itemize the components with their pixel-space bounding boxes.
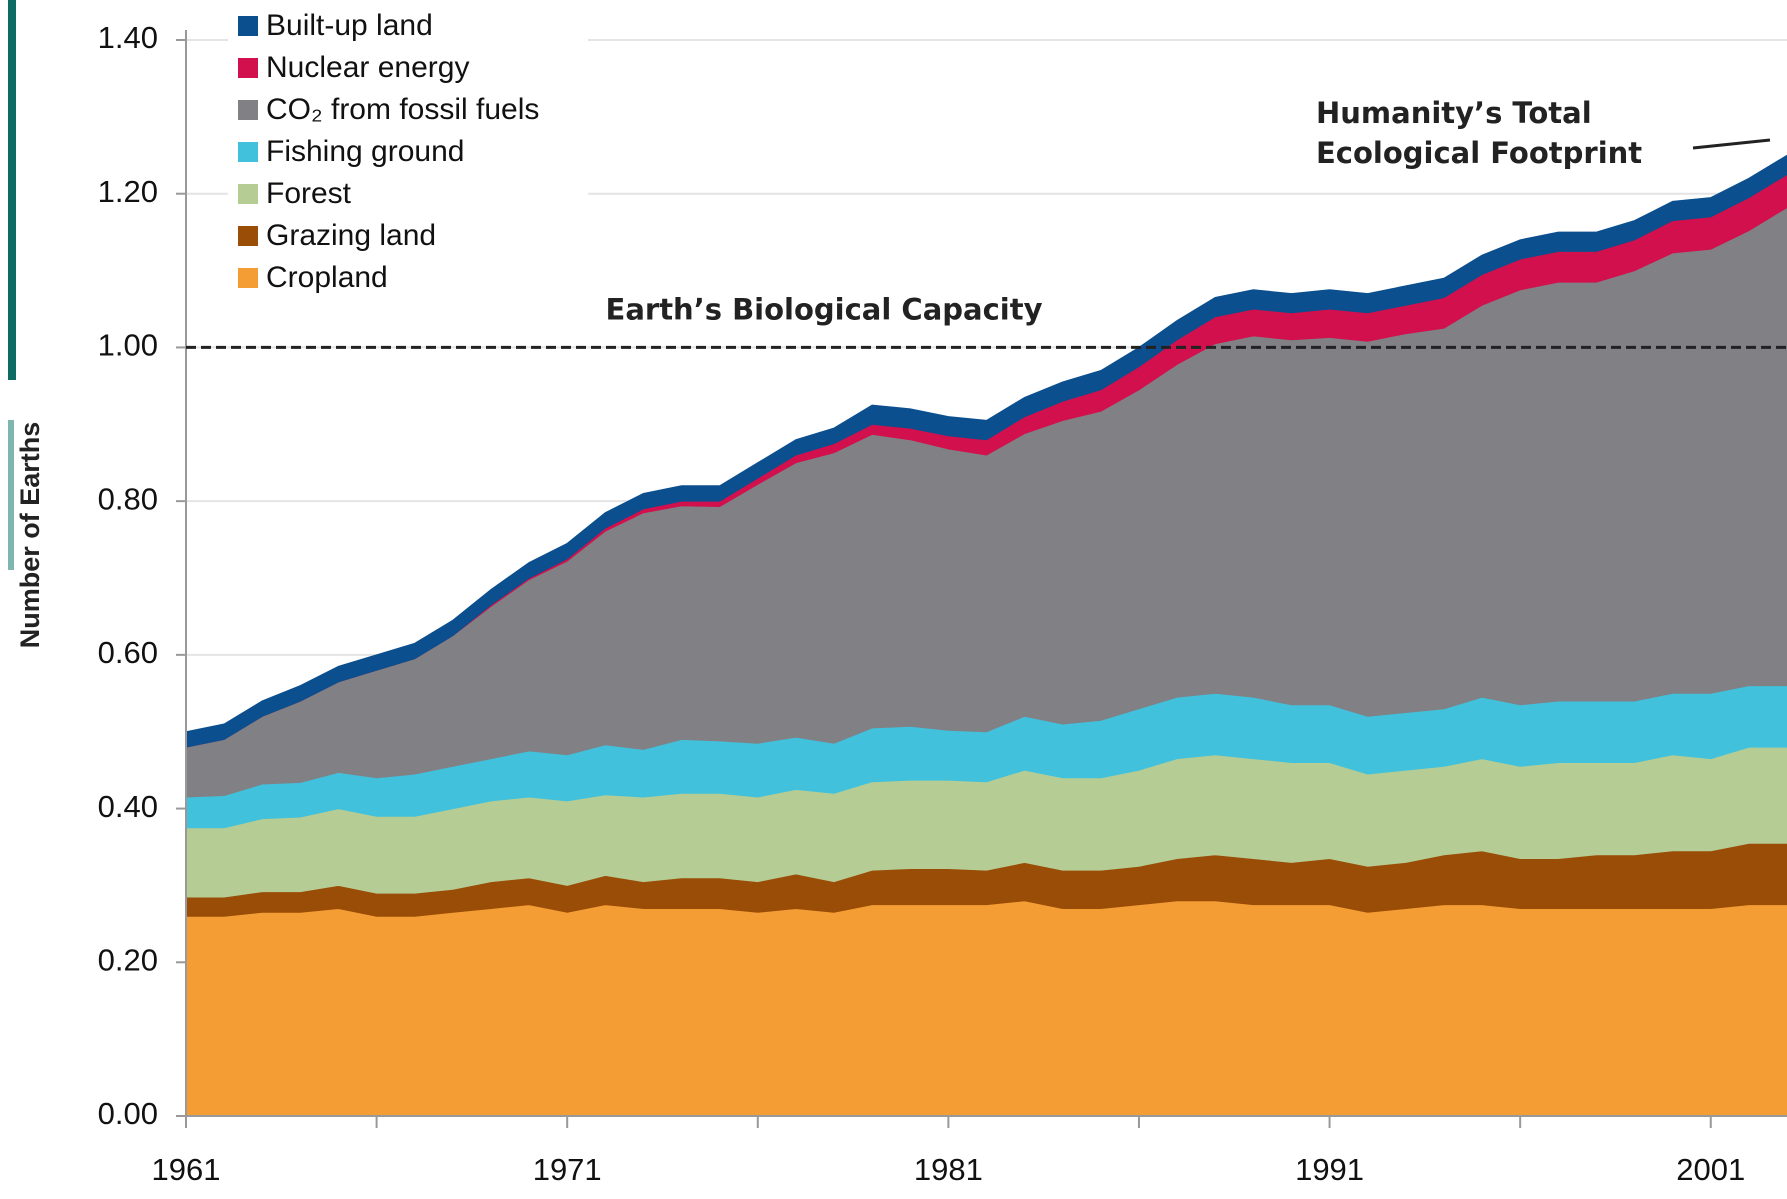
x-tick-label: 1991	[1295, 1152, 1364, 1187]
legend-swatch	[238, 100, 258, 120]
y-tick-label: 1.20	[98, 174, 158, 209]
leader-line	[1692, 138, 1771, 150]
y-tick-label: 0.80	[98, 481, 158, 516]
y-tick-label: 1.00	[98, 328, 158, 363]
y-tick-label: 0.20	[98, 942, 158, 977]
legend-swatch	[238, 268, 258, 288]
legend-swatch	[238, 16, 258, 36]
footprint-label: Humanity’s Total	[1316, 96, 1592, 130]
edge-bar	[8, 0, 16, 380]
y-axis-label: Number of Earths	[15, 422, 45, 649]
legend-bg	[228, 0, 588, 305]
legend-label: Cropland	[266, 261, 388, 294]
legend-label: CO₂ from fossil fuels	[266, 93, 539, 126]
edge-bar	[8, 420, 14, 570]
area	[186, 900, 1787, 1117]
x-tick-label: 2001	[1676, 1152, 1745, 1187]
y-tick-label: 0.40	[98, 789, 158, 824]
plot-area	[186, 39, 1787, 1117]
legend-label: Forest	[266, 177, 352, 210]
legend-label: Nuclear energy	[266, 51, 469, 84]
x-tick-label: 1961	[152, 1152, 221, 1187]
legend-label: Built-up land	[266, 9, 433, 42]
legend-swatch	[238, 58, 258, 78]
legend-label: Grazing land	[266, 219, 436, 252]
y-tick-label: 1.40	[98, 20, 158, 55]
area	[186, 154, 1787, 748]
y-tick-label: 0.00	[98, 1096, 158, 1131]
x-tick-label: 1981	[914, 1152, 983, 1187]
y-tick-label: 0.60	[98, 635, 158, 670]
legend-label: Fishing ground	[266, 135, 464, 168]
capacity-label: Earth’s Biological Capacity	[606, 292, 1043, 326]
legend-swatch	[238, 226, 258, 246]
x-tick-label: 1971	[533, 1152, 602, 1187]
legend-swatch	[238, 142, 258, 162]
legend-swatch	[238, 184, 258, 204]
footprint-label: Ecological Footprint	[1316, 136, 1642, 170]
